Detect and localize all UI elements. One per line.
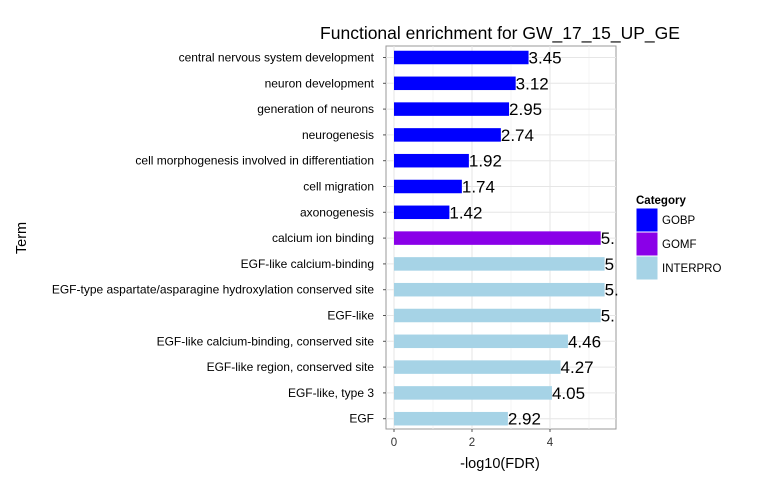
term-label: EGF: [349, 412, 374, 426]
bar: [394, 231, 601, 245]
legend-title: Category: [636, 195, 686, 207]
term-label: neurogenesis: [302, 128, 374, 142]
bar: [394, 411, 508, 426]
term-label: generation of neurons: [257, 102, 374, 116]
data-label: 5.: [605, 281, 619, 300]
data-label: 4.46: [568, 332, 601, 351]
x-tick-label: 4: [547, 437, 554, 449]
bar: [394, 282, 605, 297]
x-axis-title: -log10(FDR): [460, 456, 540, 472]
term-label: EGF-like: [327, 309, 374, 323]
term-label: EGF-like, type 3: [288, 386, 374, 400]
bar: [394, 76, 516, 91]
data-label: 2.74: [501, 126, 534, 145]
term-label: EGF-like region, conserved site: [207, 360, 375, 374]
bar: [394, 360, 561, 374]
x-tick-label: 2: [469, 437, 475, 449]
x-axis-ticks: 0 2 4: [391, 429, 554, 449]
data-label: 4.27: [561, 358, 594, 377]
term-label: EGF-type aspartate/asparagine hydroxylat…: [52, 283, 374, 297]
term-label: neuron development: [265, 76, 375, 90]
legend-label: GOBP: [662, 215, 696, 227]
data-label: 1.74: [462, 178, 495, 197]
term-label: cell morphogenesis involved in different…: [135, 154, 374, 168]
bar: [394, 179, 462, 194]
bar: [394, 102, 510, 116]
data-label: 5.: [601, 229, 615, 248]
legend-swatch: [635, 255, 659, 281]
data-label: 1.92: [469, 152, 502, 171]
legend-label: INTERPRO: [662, 263, 721, 275]
bar: [394, 334, 568, 349]
data-label: 3.12: [516, 74, 549, 93]
data-label: 2.92: [508, 410, 541, 429]
term-label: axonogenesis: [300, 205, 374, 219]
bar: [394, 128, 501, 142]
bar: [394, 205, 450, 220]
data-label: 5.: [601, 307, 615, 326]
bar: [394, 50, 529, 65]
data-label: 5: [605, 255, 614, 274]
legend: Category GOBP GOMF INTERPRO: [635, 195, 721, 281]
x-tick-label: 0: [391, 437, 397, 449]
term-label: central nervous system development: [179, 51, 375, 65]
term-labels: central nervous system development neuron…: [52, 51, 386, 426]
bar: [394, 257, 605, 271]
legend-swatch: [635, 231, 659, 257]
data-label: 1.42: [449, 203, 482, 222]
term-label: EGF-like calcium-binding, conserved site: [157, 334, 375, 348]
data-label: 4.05: [552, 384, 585, 403]
y-axis-title: Term: [14, 222, 30, 254]
chart-title: Functional enrichment for GW_17_15_UP_GE: [320, 23, 680, 44]
bar: [394, 308, 601, 323]
legend-label: GOMF: [662, 239, 697, 251]
data-label: 3.45: [529, 49, 562, 68]
bar: [394, 386, 552, 400]
term-label: calcium ion binding: [272, 231, 374, 245]
term-label: EGF-like calcium-binding: [241, 257, 374, 271]
term-label: cell migration: [303, 180, 374, 194]
bars-group: 3.453.122.952.741.921.741.425.55.5.4.464…: [394, 49, 619, 429]
bar: [394, 153, 469, 168]
data-label: 2.95: [509, 100, 542, 119]
legend-swatch: [635, 207, 659, 233]
